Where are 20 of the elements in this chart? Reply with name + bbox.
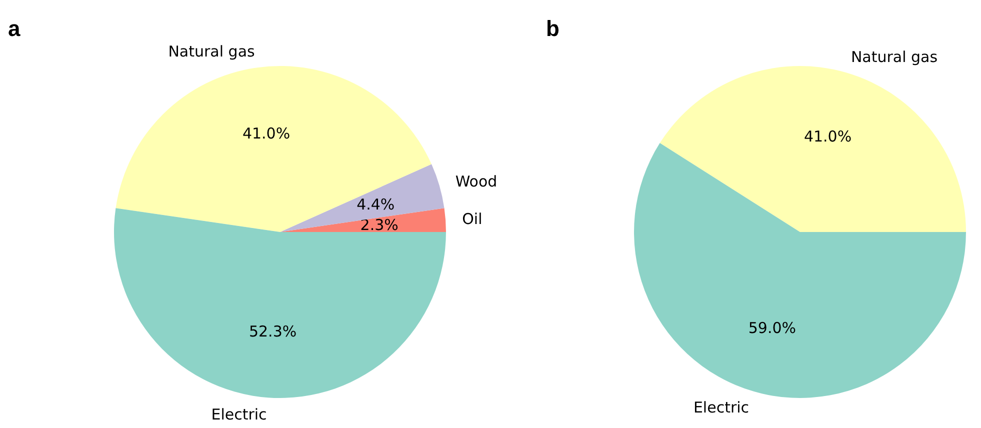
data-label: 41.0% [242,124,290,143]
pie-slice [280,208,446,232]
slice-label: Oil [462,210,482,228]
pie-slice [114,208,446,398]
slice-label: Wood [455,172,498,190]
chart-title: a [8,16,21,41]
pie-slice [634,143,966,398]
slice-label: Natural gas [168,42,256,60]
pie-slice [660,66,966,232]
chart-title: b [546,16,560,41]
data-label: 52.3% [248,322,297,341]
data-label: 4.4% [356,195,395,214]
pie-slice [116,66,432,232]
data-label: 2.3% [360,216,398,234]
pie-slice [280,164,444,232]
data-label: 59.0% [748,318,796,337]
slice-label: Electric [211,405,267,424]
data-label: 41.0% [804,128,852,146]
slice-label: Electric [693,398,750,417]
slice-label: Natural gas [850,48,938,66]
